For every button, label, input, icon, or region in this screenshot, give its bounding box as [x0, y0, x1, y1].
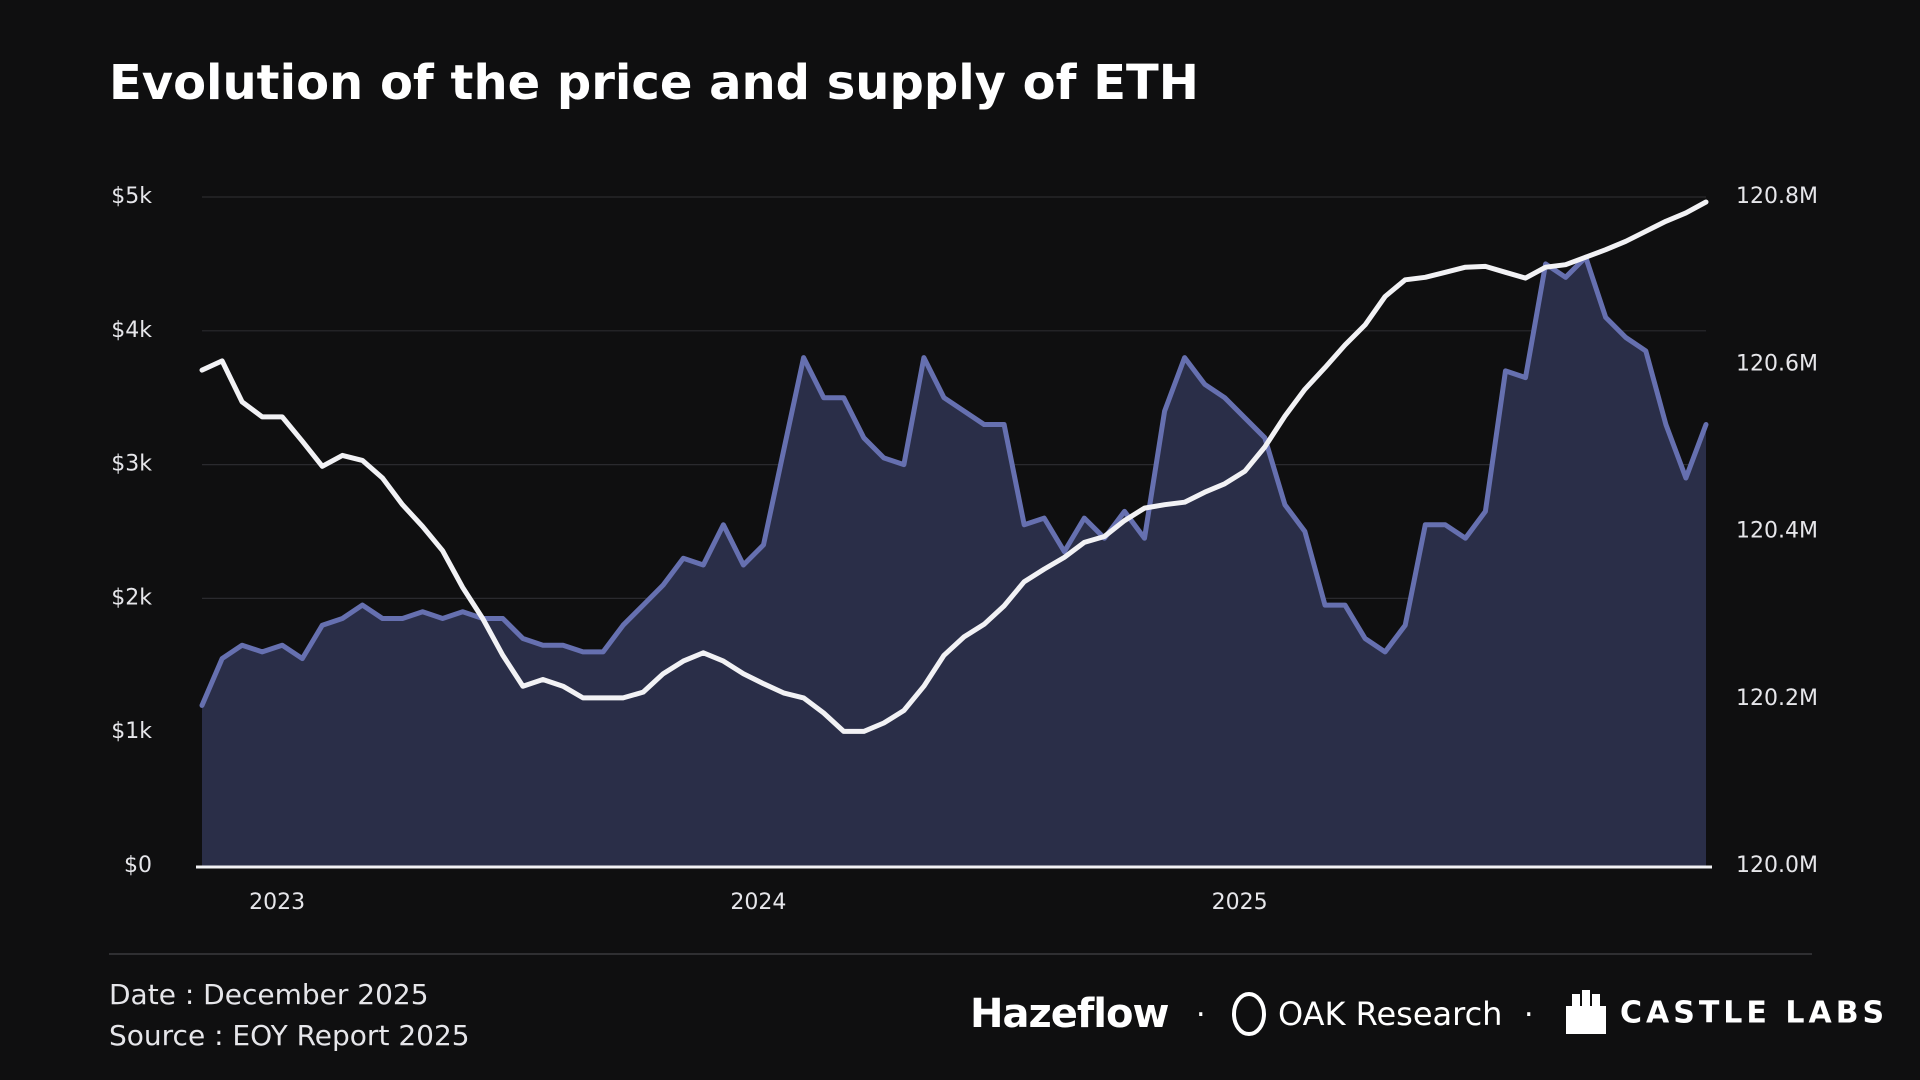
x-tick-label: 2024	[730, 890, 786, 915]
oak-icon	[1232, 992, 1266, 1036]
y-tick-label: $1k	[111, 719, 152, 744]
footer-date: Date : December 2025	[109, 978, 429, 1011]
logo-castle: CASTLE LABS	[1620, 996, 1888, 1031]
price-line	[199, 254, 1709, 708]
footer-source: Source : EOY Report 2025	[109, 1019, 470, 1052]
separator: ·	[1196, 998, 1206, 1033]
y2-tick-label: 120.8M	[1736, 184, 1818, 209]
separator: ·	[1524, 998, 1534, 1033]
x-tick-label: 2023	[249, 890, 305, 915]
price-area	[202, 257, 1706, 866]
supply-line	[199, 199, 1709, 734]
y-tick-label: $0	[124, 853, 152, 878]
y2-tick-label: 120.2M	[1736, 686, 1818, 711]
castle-icon	[1566, 990, 1606, 1034]
y2-tick-label: 120.6M	[1736, 351, 1818, 376]
chart-title: Evolution of the price and supply of ETH	[109, 55, 1199, 111]
y-tick-label: $3k	[111, 452, 152, 477]
logo-hazeflow: Hazeflow	[970, 991, 1168, 1037]
y2-tick-label: 120.4M	[1736, 519, 1818, 544]
y-tick-label: $4k	[111, 318, 152, 343]
y-tick-label: $2k	[111, 585, 152, 610]
y-tick-label: $5k	[111, 184, 152, 209]
logo-oak: OAK Research	[1278, 995, 1502, 1033]
x-tick-label: 2025	[1212, 890, 1268, 915]
y2-tick-label: 120.0M	[1736, 853, 1818, 878]
